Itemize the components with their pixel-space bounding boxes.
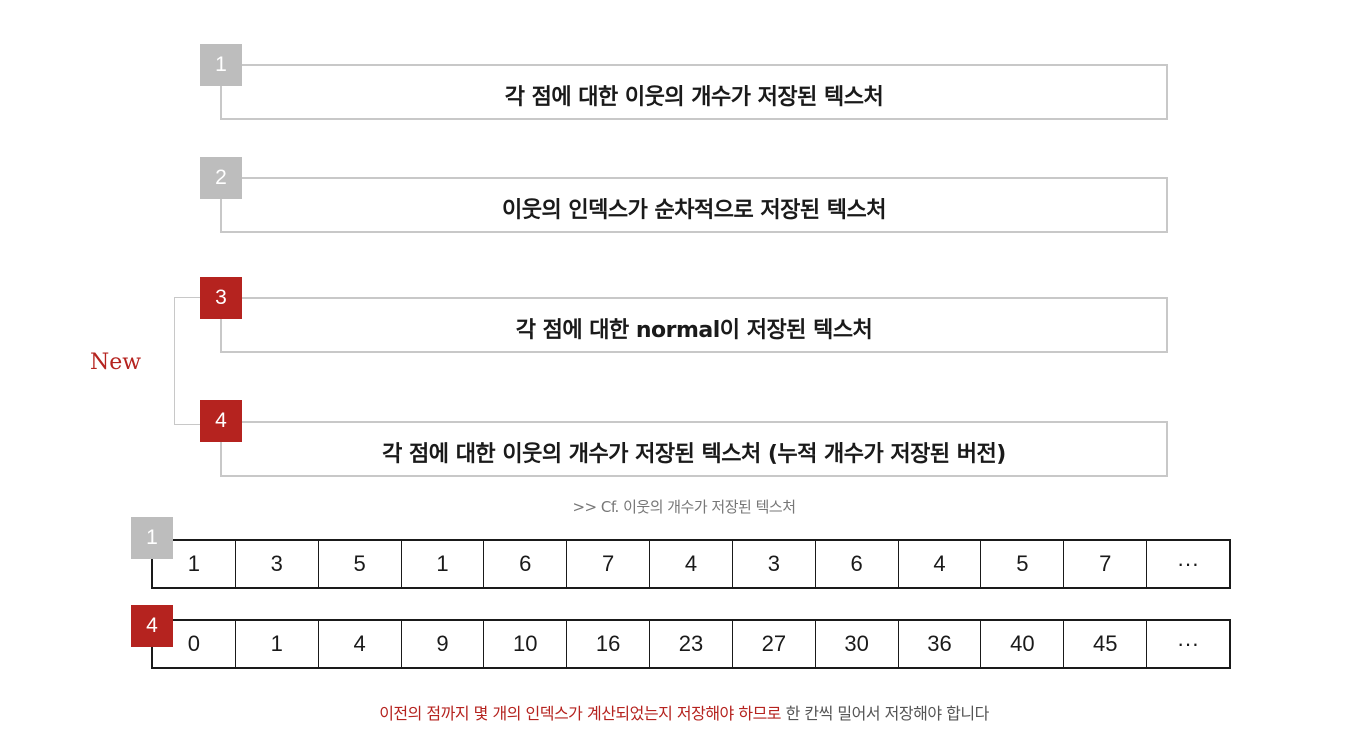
array-cell: ··· [1177,551,1200,576]
array-cell: 45 [1064,621,1148,667]
array-cell: ··· [1177,631,1200,656]
array-cell: 0 [153,621,236,667]
step-4-box: 각 점에 대한 이웃의 개수가 저장된 텍스처 (누적 개수가 저장된 버전) [220,421,1168,477]
footnote-highlight: 이전의 점까지 몇 개의 인덱스가 계산되었는지 저장해야 하므로 [379,704,782,723]
step-2-badge: 2 [200,157,242,199]
array-cell: 7 [1064,541,1148,587]
array-cell: 1 [402,541,485,587]
array-cell: 4 [899,541,982,587]
footnote: 이전의 점까지 몇 개의 인덱스가 계산되었는지 저장해야 하므로 한 칸씩 밀… [0,700,1368,724]
array-cell: 6 [484,541,568,587]
step-3-box: 각 점에 대한 normal이 저장된 텍스처 [220,297,1168,353]
array-cell: 3 [236,541,319,587]
array-cell: 4 [319,621,402,667]
array-cell: 9 [402,621,485,667]
array-cell: 10 [484,621,568,667]
cf-caption: >> Cf. 이웃의 개수가 저장된 텍스처 [572,498,796,516]
new-bracket [174,297,203,425]
array-cell: 30 [816,621,899,667]
footnote-rest: 한 칸씩 밀어서 저장해야 합니다 [781,704,990,723]
array-4-badge: 4 [131,605,173,647]
step-4-label: 각 점에 대한 이웃의 개수가 저장된 텍스처 (누적 개수가 저장된 버전) [382,442,1006,467]
step-3-badge: 3 [200,277,242,319]
array-cell: 27 [733,621,816,667]
array-cell: 36 [899,621,982,667]
step-2-box: 이웃의 인덱스가 순차적으로 저장된 텍스처 [220,177,1168,233]
array-cell: 40 [981,621,1065,667]
step-1-badge: 1 [200,44,242,86]
array-cell: 16 [567,621,651,667]
array-cell: 5 [981,541,1065,587]
array-cell: 4 [650,541,733,587]
array-cell: 5 [319,541,402,587]
array-cell: 6 [816,541,899,587]
step-3-label: 각 점에 대한 normal이 저장된 텍스처 [515,318,873,343]
array-cell: 7 [567,541,651,587]
array-cell: 3 [733,541,816,587]
array-cell: 1 [236,621,319,667]
step-1-label: 각 점에 대한 이웃의 개수가 저장된 텍스처 [504,85,884,110]
array-cell: 1 [153,541,236,587]
step-2-label: 이웃의 인덱스가 순차적으로 저장된 텍스처 [502,198,886,223]
step-4-badge: 4 [200,400,242,442]
array-cumulative-count: 0 1 4 9 10 16 23 27 30 36 40 45 ··· [151,619,1231,669]
array-1-badge: 1 [131,517,173,559]
step-1-box: 각 점에 대한 이웃의 개수가 저장된 텍스처 [220,64,1168,120]
new-label: New [90,350,142,375]
array-cell: 23 [650,621,733,667]
array-neighbor-count: 1 3 5 1 6 7 4 3 6 4 5 7 ··· [151,539,1231,589]
